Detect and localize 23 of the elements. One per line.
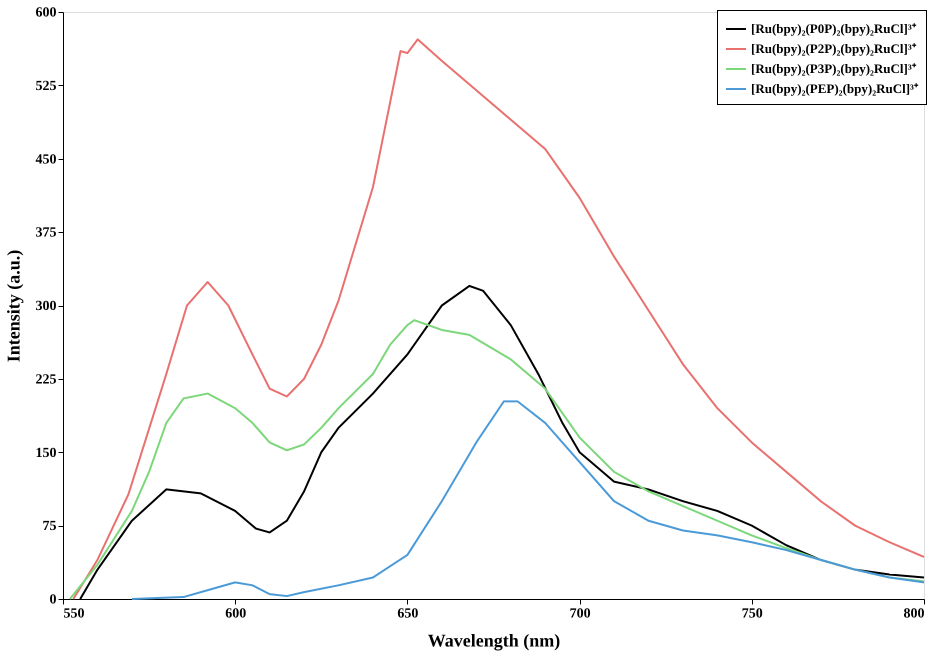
x-tick-label: 650 xyxy=(397,606,418,622)
y-tick-label: 375 xyxy=(36,226,56,241)
legend-label: [Ru(bpy)₂(PEP)₂(bpy)₂RuCl]³⁺ xyxy=(751,81,919,96)
x-tick-label: 550 xyxy=(64,606,84,622)
x-tick-label: 750 xyxy=(742,606,763,622)
x-axis-title: Wavelength (nm) xyxy=(428,630,560,650)
legend-label: [Ru(bpy)₂(P2P)₂(bpy)₂RuCl]³⁺ xyxy=(751,41,917,56)
x-tick-label: 800 xyxy=(904,606,924,622)
legend-label: [Ru(bpy)₂(P3P)₂(bpy)₂RuCl]³⁺ xyxy=(751,61,917,76)
y-tick-label: 525 xyxy=(36,78,56,94)
x-tick-label: 600 xyxy=(225,606,246,622)
y-tick-label: 600 xyxy=(36,6,56,20)
y-tick-label: 150 xyxy=(36,446,56,461)
y-tick-label: 225 xyxy=(36,372,56,388)
line-series xyxy=(130,400,925,600)
y-tick-label: 0 xyxy=(50,592,56,608)
x-tick-label: 700 xyxy=(570,606,591,622)
y-tick-label: 450 xyxy=(36,152,56,168)
line-series xyxy=(72,38,925,600)
y-tick-label: 75 xyxy=(42,519,56,534)
legend-label: [Ru(bpy)₂(P0P)₂(bpy)₂RuCl]³⁺ xyxy=(751,21,917,36)
y-tick-label: 300 xyxy=(36,299,56,314)
y-axis-title: Intensity (a.u.) xyxy=(4,250,24,362)
